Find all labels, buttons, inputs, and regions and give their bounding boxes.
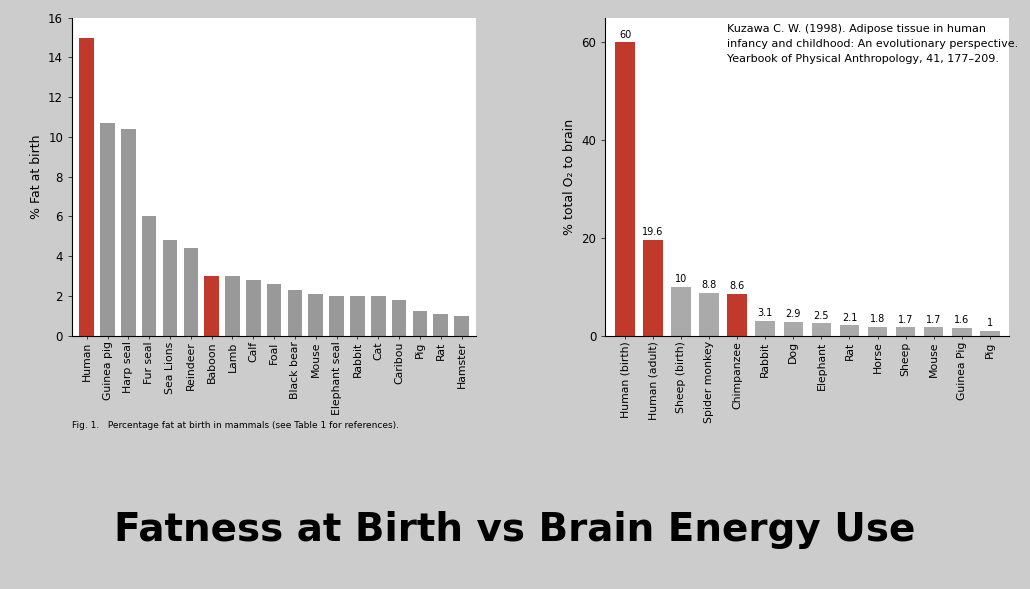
Bar bbox=[434, 314, 448, 336]
Text: 2.5: 2.5 bbox=[814, 311, 829, 321]
Bar bbox=[308, 294, 323, 336]
Text: 8.8: 8.8 bbox=[701, 280, 717, 290]
Y-axis label: % Fat at birth: % Fat at birth bbox=[30, 134, 42, 219]
Bar bbox=[122, 129, 136, 336]
Bar bbox=[867, 327, 888, 336]
Text: Kuzawa C. W. (1998). Adipose tissue in human
infancy and childhood: An evolution: Kuzawa C. W. (1998). Adipose tissue in h… bbox=[726, 24, 1018, 64]
Bar bbox=[371, 296, 385, 336]
Bar bbox=[391, 300, 407, 336]
Bar bbox=[142, 217, 157, 336]
Bar bbox=[952, 328, 971, 336]
Bar bbox=[644, 240, 663, 336]
Text: 1.7: 1.7 bbox=[898, 315, 914, 325]
Bar bbox=[615, 42, 634, 336]
Bar bbox=[246, 280, 261, 336]
Text: 19.6: 19.6 bbox=[643, 227, 663, 237]
Bar bbox=[924, 327, 943, 336]
Bar bbox=[454, 316, 469, 336]
Bar bbox=[330, 296, 344, 336]
Bar bbox=[350, 296, 365, 336]
Text: 10: 10 bbox=[675, 274, 687, 284]
Text: Fig. 1.   Percentage fat at birth in mammals (see Table 1 for references).: Fig. 1. Percentage fat at birth in mamma… bbox=[72, 421, 399, 430]
Bar bbox=[672, 287, 691, 336]
Text: Fatness at Birth vs Brain Energy Use: Fatness at Birth vs Brain Energy Use bbox=[114, 511, 916, 549]
Bar bbox=[204, 276, 219, 336]
Text: 8.6: 8.6 bbox=[729, 281, 745, 291]
Text: 2.9: 2.9 bbox=[786, 309, 801, 319]
Bar bbox=[839, 326, 859, 336]
Bar bbox=[896, 327, 916, 336]
Bar bbox=[100, 123, 114, 336]
Bar bbox=[413, 311, 427, 336]
Bar bbox=[727, 294, 747, 336]
Text: 1: 1 bbox=[987, 319, 993, 329]
Text: 1.8: 1.8 bbox=[870, 315, 885, 325]
Bar bbox=[183, 249, 198, 336]
Bar bbox=[784, 322, 803, 336]
Text: 1.7: 1.7 bbox=[926, 315, 941, 325]
Text: 60: 60 bbox=[619, 29, 631, 39]
Bar bbox=[287, 290, 302, 336]
Bar bbox=[755, 320, 776, 336]
Text: 2.1: 2.1 bbox=[842, 313, 857, 323]
Bar bbox=[163, 240, 177, 336]
Bar bbox=[699, 293, 719, 336]
Y-axis label: % total O₂ to brain: % total O₂ to brain bbox=[563, 118, 576, 235]
Bar bbox=[267, 284, 281, 336]
Text: 1.6: 1.6 bbox=[954, 316, 969, 326]
Bar bbox=[980, 331, 999, 336]
Bar bbox=[812, 323, 831, 336]
Text: 3.1: 3.1 bbox=[758, 308, 772, 318]
Bar bbox=[226, 276, 240, 336]
Bar bbox=[79, 38, 94, 336]
